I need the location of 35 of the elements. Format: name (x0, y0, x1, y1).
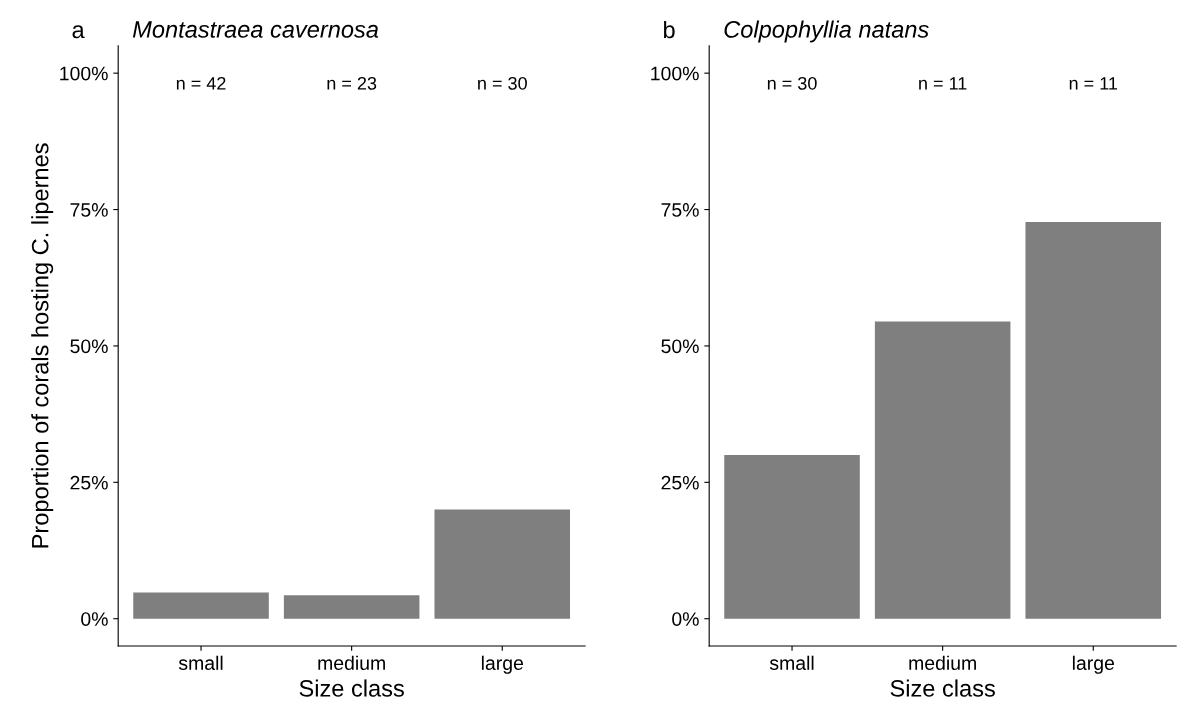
x-tick-label: small (178, 655, 223, 670)
annotation: n = 23 (327, 76, 377, 90)
y-axis-title: Proportion of corals hosting C. lipernes (31, 143, 54, 548)
y-tick-label: 75% (661, 203, 699, 217)
x-tick-label: large (1072, 655, 1115, 674)
y-tick-label: 0% (81, 612, 108, 626)
annotation: n = 11 (1069, 77, 1118, 90)
x-axis-title: Size class (890, 679, 995, 697)
text: b (664, 20, 675, 39)
y-tick-label: 25% (661, 475, 699, 490)
y-tick-label: 75% (70, 203, 108, 217)
y-tick-label: 50% (70, 339, 108, 354)
chart-title: Colpophyllia natans (724, 20, 929, 43)
x-axis-title: Size class (299, 679, 404, 697)
y-tick-label: 100% (60, 66, 108, 81)
y-tick-label: 50% (661, 339, 699, 354)
annotation: n = 11 (919, 77, 967, 90)
bar (1025, 222, 1162, 619)
bar (283, 595, 420, 619)
text: a (72, 25, 85, 39)
x-tick-label: medium (318, 655, 385, 670)
x-tick-label: small (769, 655, 814, 670)
y-tick-label: 100% (651, 66, 699, 81)
bar (874, 321, 1011, 619)
chart-title: Montastraea cavernosa (132, 21, 379, 38)
annotation: n = 42 (176, 76, 226, 90)
bar (133, 592, 269, 619)
annotation: n = 30 (478, 76, 527, 90)
bar (724, 455, 860, 619)
annotation: n = 30 (767, 76, 817, 90)
y-tick-label: 25% (70, 475, 108, 490)
y-tick-label: 0% (672, 612, 699, 626)
bar (434, 509, 571, 619)
x-tick-label: medium (909, 655, 976, 670)
x-tick-label: large (481, 655, 524, 674)
